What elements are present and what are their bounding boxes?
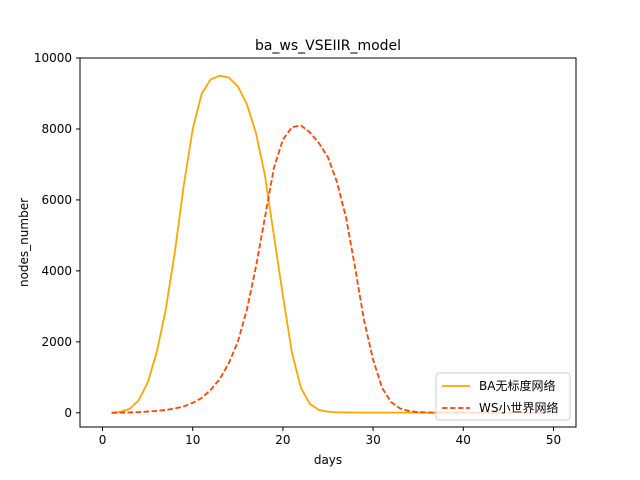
x-axis-label: days: [314, 453, 342, 467]
x-tick-label: 50: [546, 433, 561, 447]
axes-frame: [79, 57, 577, 428]
legend-label-ws: WS小世界网络: [479, 400, 558, 415]
x-axis-ticks: 0 10 20 30 40 50: [99, 427, 561, 447]
y-tick-label: 6000: [41, 193, 72, 207]
chart-title: ba_ws_VSEIIR_model: [255, 38, 401, 54]
y-tick-label: 0: [64, 406, 72, 420]
plot-area: [79, 57, 577, 428]
x-tick-label: 20: [275, 433, 290, 447]
y-axis-ticks: 0 2000 4000 6000 8000 10000: [34, 51, 80, 420]
y-tick-label: 8000: [41, 122, 72, 136]
legend-label-ba: BA无标度网络: [479, 378, 555, 393]
y-tick-label: 10000: [34, 51, 72, 65]
y-tick-label: 4000: [41, 264, 72, 278]
y-axis-label: nodes_number: [17, 198, 31, 287]
x-tick-label: 0: [99, 433, 107, 447]
x-tick-label: 40: [456, 433, 471, 447]
legend: BA无标度网络 WS小世界网络: [435, 372, 571, 421]
x-tick-label: 30: [365, 433, 380, 447]
x-tick-label: 10: [185, 433, 200, 447]
y-tick-label: 2000: [41, 335, 72, 349]
